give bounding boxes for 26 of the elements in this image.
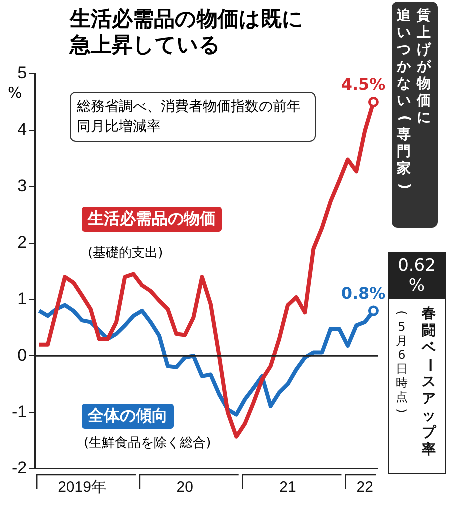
- text: 追いつかない(専門家): [396, 8, 412, 190]
- text: 全体の傾向: [82, 404, 174, 429]
- y-tick-label: 2: [18, 232, 28, 252]
- x-tick-label: 20: [176, 479, 194, 496]
- annotation: 総務省調べ、消費者物価指数の前年同月比増減率: [70, 92, 316, 142]
- text: 賃上げが物価に: [416, 8, 432, 127]
- y-tick-label: 5: [18, 64, 28, 83]
- y-tick-label: -1: [12, 402, 28, 422]
- y-axis-title: %: [8, 84, 22, 102]
- y-tick-label: 3: [18, 176, 28, 196]
- y-tick-label: 4: [18, 120, 28, 140]
- y-tick-label: 1: [18, 289, 28, 308]
- x-tick-label: 21: [280, 479, 296, 496]
- annotation: (基礎的支出): [88, 244, 164, 262]
- x-tick-label: 22: [356, 479, 374, 496]
- x-tick-label: 2019年: [58, 479, 106, 496]
- text: 0.62%: [389, 253, 445, 299]
- annotation: 4.5%: [341, 75, 386, 94]
- text: (5月6日時点): [394, 310, 410, 416]
- chart-title: 生活必需品の物価は既に急上昇している: [70, 6, 305, 58]
- annotation: (生鮮食品を除く総合): [84, 434, 212, 452]
- annotation: 0.8%: [341, 284, 386, 303]
- text: 生活必需品の物価: [82, 207, 222, 232]
- y-tick-label: -2: [12, 458, 28, 478]
- y-tick-label: 0: [18, 346, 28, 365]
- text: 春闘ベースアップ率: [422, 306, 438, 458]
